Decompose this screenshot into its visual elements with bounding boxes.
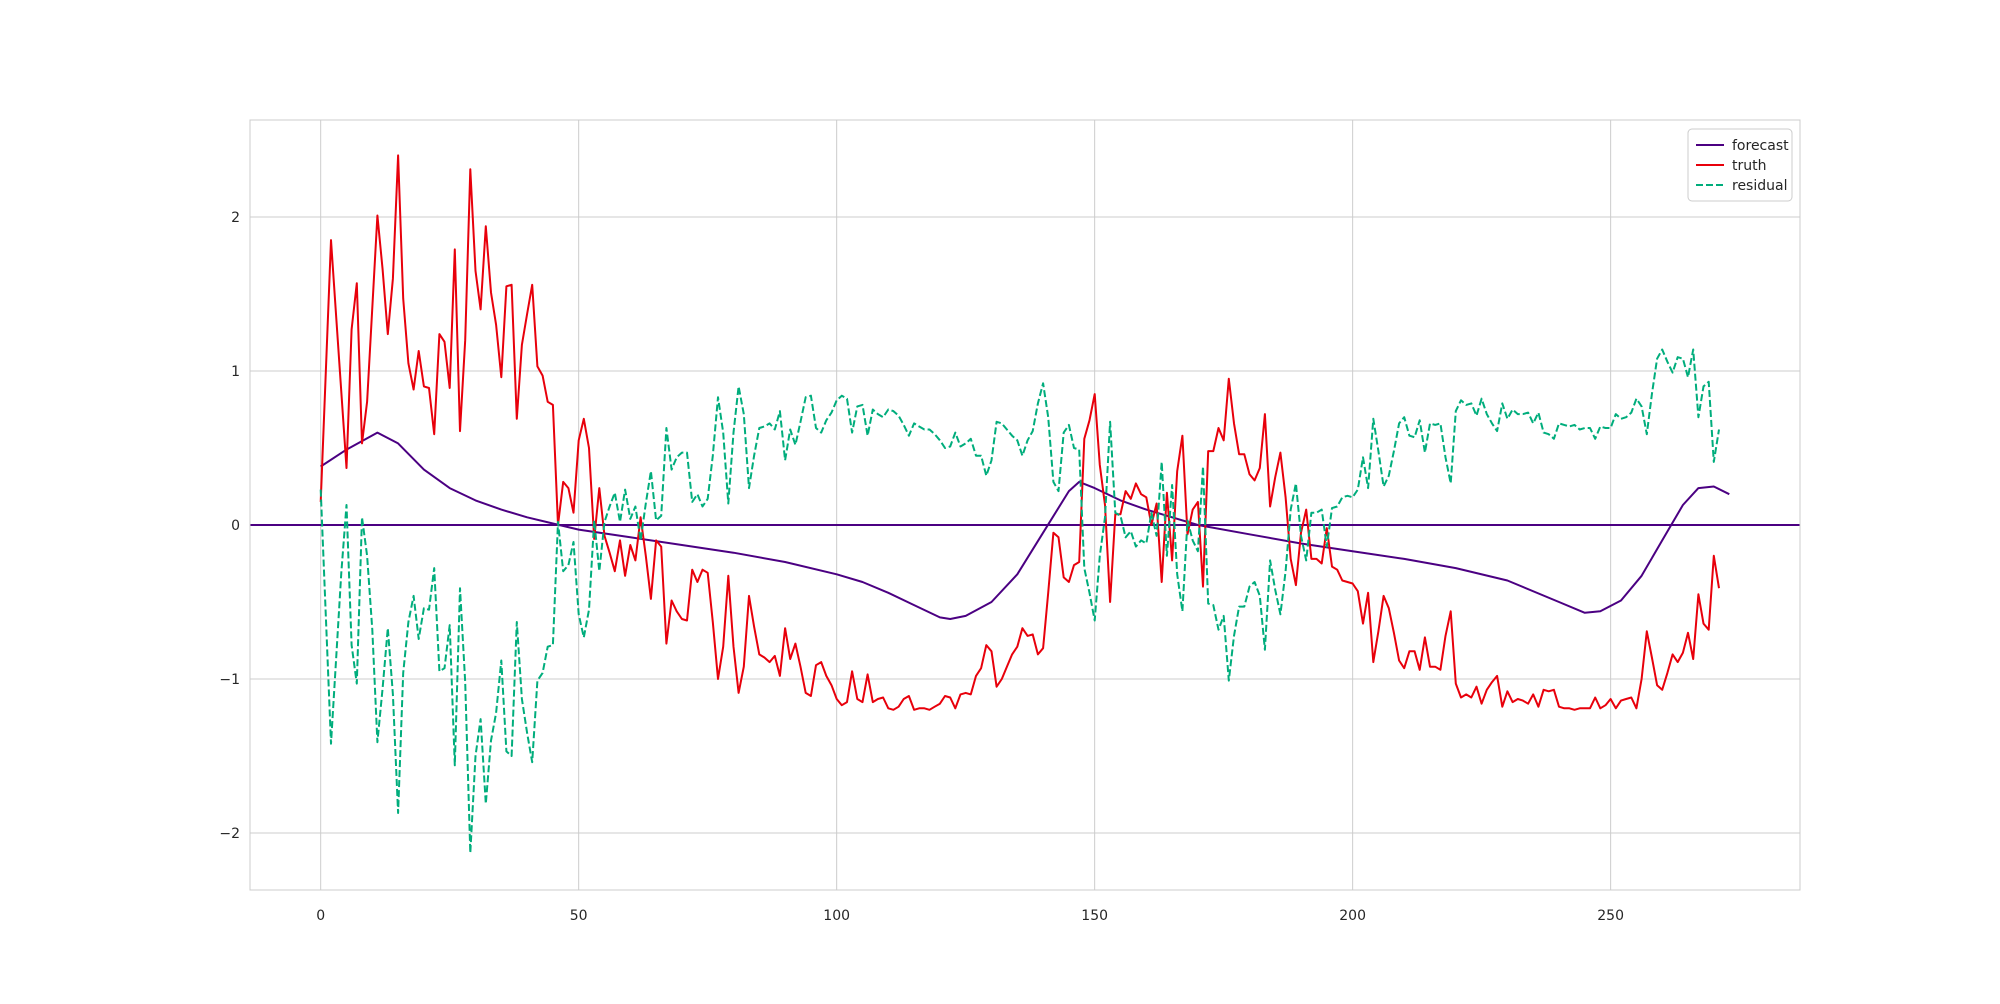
legend: forecast truth residual [1687, 128, 1793, 202]
series-line-forecast [320, 431, 1730, 620]
series-line-truth [319, 154, 1720, 711]
series-lines [319, 154, 1730, 854]
y-tick-label: −2 [219, 826, 240, 842]
x-tick-label: 0 [316, 908, 325, 924]
legend-label-forecast: forecast [1732, 138, 1789, 154]
x-tick-label: 100 [823, 908, 850, 924]
y-tick-label: 1 [231, 364, 240, 380]
legend-label-truth: truth [1732, 158, 1766, 174]
legend-label-residual: residual [1732, 178, 1787, 194]
y-tick-label: −1 [219, 672, 240, 688]
x-tick-label: 50 [570, 908, 588, 924]
series-line-residual [319, 348, 1720, 854]
y-tick-label: 2 [231, 210, 240, 226]
tick-labels: 0 50 100 150 200 250 −2 −1 0 1 2 [219, 210, 1624, 924]
x-tick-label: 150 [1081, 908, 1108, 924]
x-tick-label: 200 [1339, 908, 1366, 924]
legend-box [1687, 128, 1793, 202]
plot-frame [249, 119, 1801, 891]
grid [250, 120, 1800, 890]
y-tick-label: 0 [231, 518, 240, 534]
x-tick-label: 250 [1597, 908, 1624, 924]
